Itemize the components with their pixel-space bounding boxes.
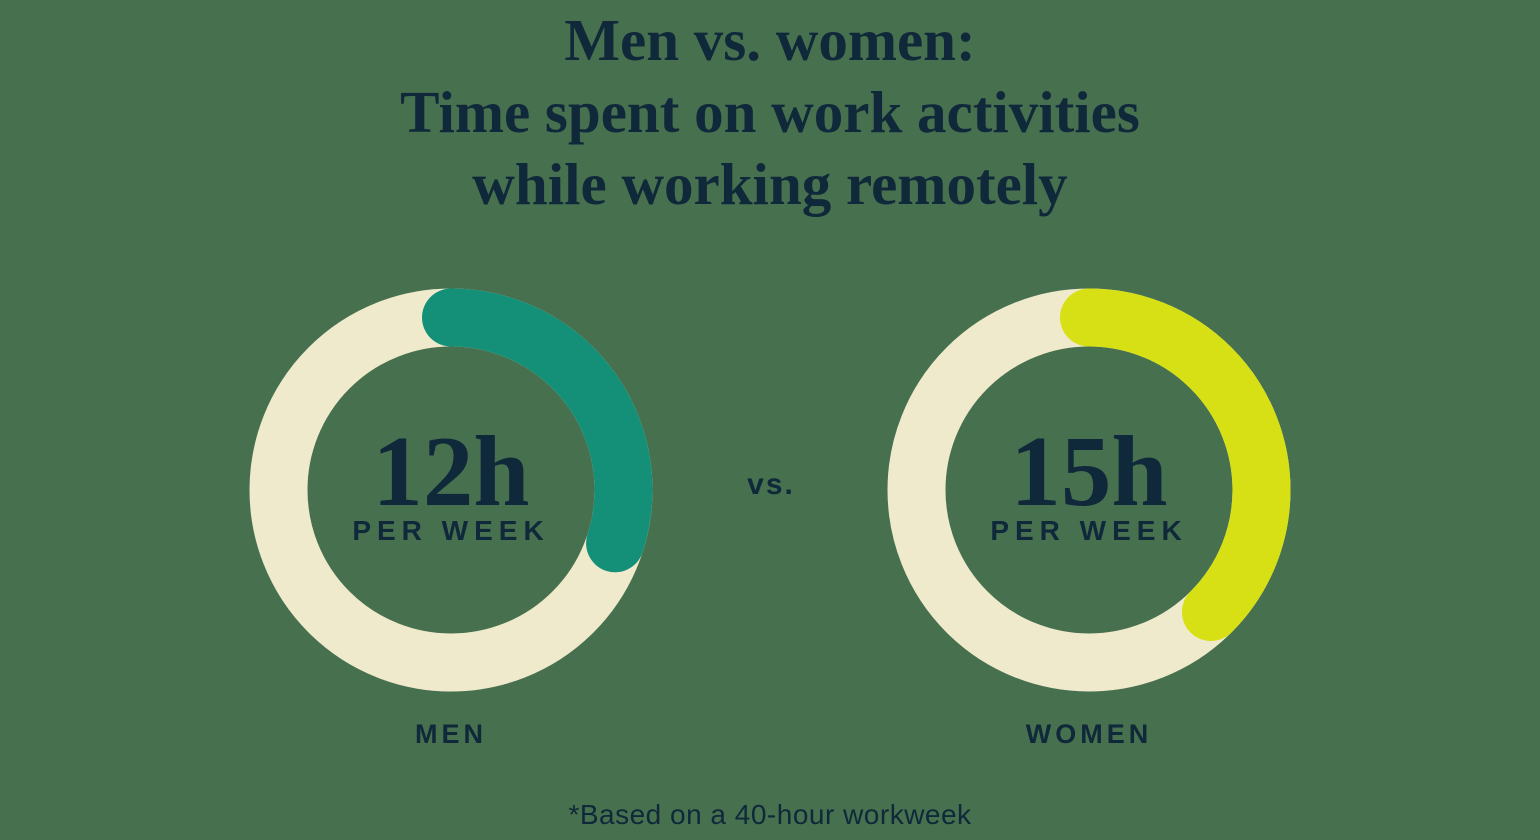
men-donut-progress-arc xyxy=(249,288,653,692)
men-caption: MEN xyxy=(415,719,487,749)
women-donut-chart: 15h PER WEEK xyxy=(884,285,1294,695)
women-hours-value: 15h xyxy=(1010,415,1168,527)
men-hours-unit: PER WEEK xyxy=(352,515,550,546)
women-caption: WOMEN xyxy=(1025,719,1153,749)
vs-label: vs. xyxy=(747,468,795,501)
men-donut-chart: 12h PER WEEK xyxy=(246,285,656,695)
men-donut-svg xyxy=(249,288,653,692)
women-donut-progress-arc xyxy=(887,288,1291,692)
chart-title: Men vs. women: Time spent on work activi… xyxy=(0,4,1540,220)
footnote: *Based on a 40-hour workweek xyxy=(568,799,972,830)
chart-title-line-3: while working remotely xyxy=(472,151,1068,217)
chart-title-line-1: Men vs. women: xyxy=(564,7,976,73)
women-hours-unit: PER WEEK xyxy=(990,515,1188,546)
chart-title-line-2: Time spent on work activities xyxy=(400,79,1140,145)
men-hours-value: 12h xyxy=(372,415,530,527)
women-donut-svg xyxy=(887,288,1291,692)
